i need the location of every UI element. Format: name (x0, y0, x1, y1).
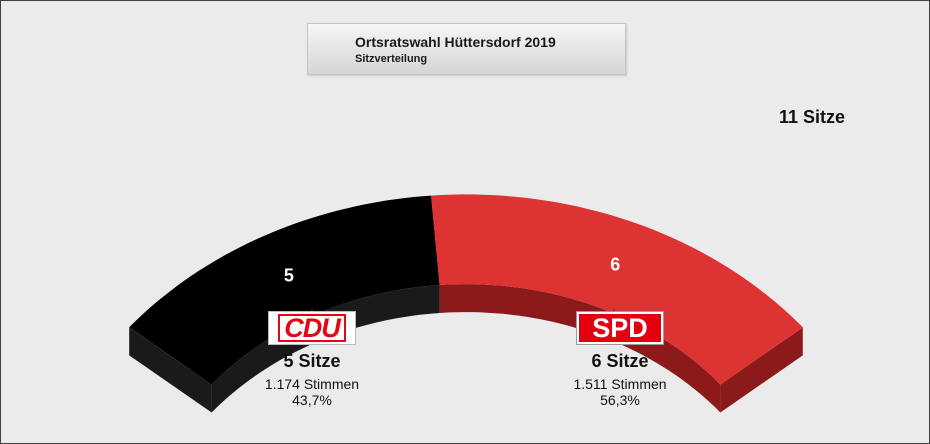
spd-logo: SPD (576, 311, 664, 345)
cdu-seat-value-label: 5 (284, 266, 294, 286)
total-seats-label: 11 Sitze (778, 107, 845, 127)
cdu-seats-label: 5 Sitze (283, 351, 341, 371)
cdu-votes-label: 1.174 Stimmen (264, 376, 360, 392)
spd-legend: SPD 6 Sitze 1.511 Stimmen 56,3% (520, 311, 720, 408)
cdu-arc-end-cap (129, 327, 212, 413)
chart-title: Ortsratswahl Hüttersdorf 2019 (355, 34, 556, 50)
cdu-logo: CDU (268, 311, 356, 345)
cdu-logo-text: CDU (278, 314, 346, 342)
cdu-arc-segment (129, 195, 440, 385)
title-box: Ortsratswahl Hüttersdorf 2019 Sitzvertei… (307, 23, 626, 75)
spd-seat-value-label: 6 (610, 255, 620, 275)
cdu-arc-inner-side (211, 285, 440, 413)
cdu-legend: CDU 5 Sitze 1.174 Stimmen 43,7% (212, 311, 412, 408)
spd-arc-end-cap (720, 327, 803, 413)
spd-arc-segment (431, 194, 803, 385)
spd-percent-label: 56,3% (600, 392, 640, 408)
spd-arc-inner-side (439, 284, 721, 413)
spd-votes-label: 1.511 Stimmen (573, 376, 667, 392)
cdu-percent-label: 43,7% (292, 392, 332, 408)
chart-subtitle: Sitzverteilung (355, 53, 428, 65)
spd-seats-label: 6 Sitze (591, 351, 649, 371)
